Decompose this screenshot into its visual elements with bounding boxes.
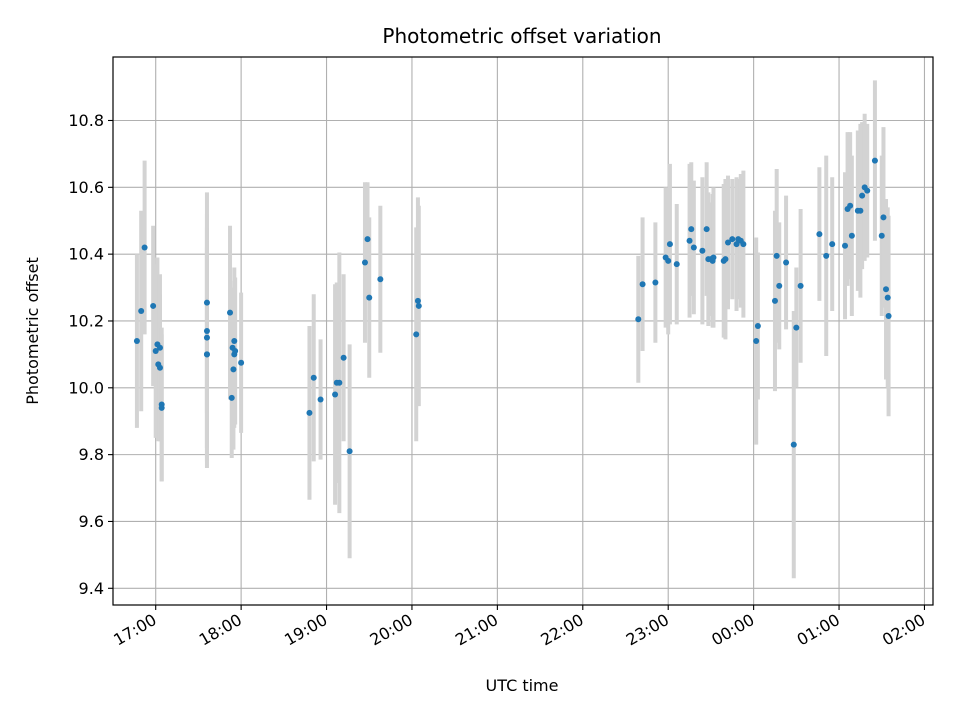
data-point: [722, 256, 729, 263]
y-tick-label: 10.6: [68, 178, 104, 197]
data-point: [346, 448, 353, 455]
data-point: [790, 441, 797, 448]
data-point: [413, 331, 420, 338]
data-point: [138, 307, 145, 314]
data-point: [859, 192, 866, 199]
data-point: [884, 294, 891, 301]
data-point: [673, 261, 680, 268]
data-point: [842, 242, 849, 249]
data-point: [829, 241, 836, 248]
data-point: [203, 328, 210, 334]
data-point: [823, 252, 830, 259]
data-point: [776, 282, 783, 289]
y-tick-label: 9.6: [79, 512, 104, 531]
data-point: [857, 207, 864, 214]
data-point: [336, 379, 343, 386]
data-point: [332, 391, 339, 398]
chart-title: Photometric offset variation: [382, 24, 661, 48]
data-point: [773, 252, 780, 259]
data-point: [771, 297, 778, 304]
data-point: [665, 257, 672, 264]
data-point: [158, 404, 165, 411]
data-point: [864, 187, 871, 194]
data-point: [871, 157, 878, 164]
data-point: [639, 281, 646, 288]
data-point: [141, 244, 148, 251]
data-point: [652, 279, 659, 286]
plot-frame: [112, 56, 934, 606]
data-point: [686, 237, 693, 244]
y-tick-label: 9.8: [79, 445, 104, 464]
data-point: [878, 232, 885, 239]
data-point: [366, 294, 373, 301]
y-axis-title: Photometric offset: [23, 257, 42, 405]
data-point: [230, 366, 237, 373]
data-point: [754, 322, 761, 329]
data-point: [699, 247, 706, 254]
data-point: [847, 202, 854, 209]
data-point: [783, 259, 790, 266]
data-point: [231, 338, 238, 345]
data-point: [133, 338, 140, 345]
data-point: [885, 312, 892, 319]
data-point: [306, 409, 313, 416]
data-point: [797, 282, 804, 289]
data-point: [666, 241, 673, 248]
data-point: [361, 259, 368, 266]
y-axis: 9.4 9.6 9.8 10.0 10.2 10.4 10.6 10.8: [68, 111, 113, 598]
data-point: [635, 316, 642, 323]
data-point: [690, 244, 697, 251]
data-point: [415, 302, 422, 309]
data-point: [203, 334, 210, 341]
data-point: [414, 297, 421, 304]
data-point: [340, 354, 347, 361]
data-point: [310, 374, 317, 381]
data-point: [152, 348, 159, 355]
y-tick-label: 10.2: [68, 311, 104, 330]
y-tick-label: 10.8: [68, 111, 104, 130]
data-point: [238, 359, 245, 366]
data-point: [793, 324, 800, 331]
y-tick-label: 9.4: [79, 579, 104, 598]
x-axis-title: UTC time: [486, 676, 559, 695]
data-point: [725, 239, 731, 246]
data-point: [227, 309, 234, 316]
data-point: [816, 231, 823, 238]
data-point: [317, 396, 324, 403]
data-point: [710, 254, 717, 261]
y-tick-label: 10.4: [68, 245, 104, 264]
data-point: [150, 302, 157, 309]
data-point: [377, 276, 384, 283]
data-point: [203, 351, 210, 358]
data-point: [880, 214, 887, 221]
data-point: [740, 241, 747, 248]
data-point: [729, 236, 736, 243]
data-point: [156, 364, 163, 371]
data-points: [133, 157, 892, 455]
data-point: [232, 348, 239, 355]
data-point: [883, 286, 890, 293]
y-tick-label: 10.0: [68, 378, 104, 397]
data-point: [733, 241, 740, 248]
data-point: [688, 226, 695, 233]
data-point: [848, 232, 855, 239]
data-point: [156, 344, 163, 351]
data-point: [753, 338, 760, 345]
data-point: [203, 299, 210, 306]
data-point: [228, 394, 235, 401]
data-point: [364, 236, 371, 243]
data-point: [703, 226, 710, 233]
